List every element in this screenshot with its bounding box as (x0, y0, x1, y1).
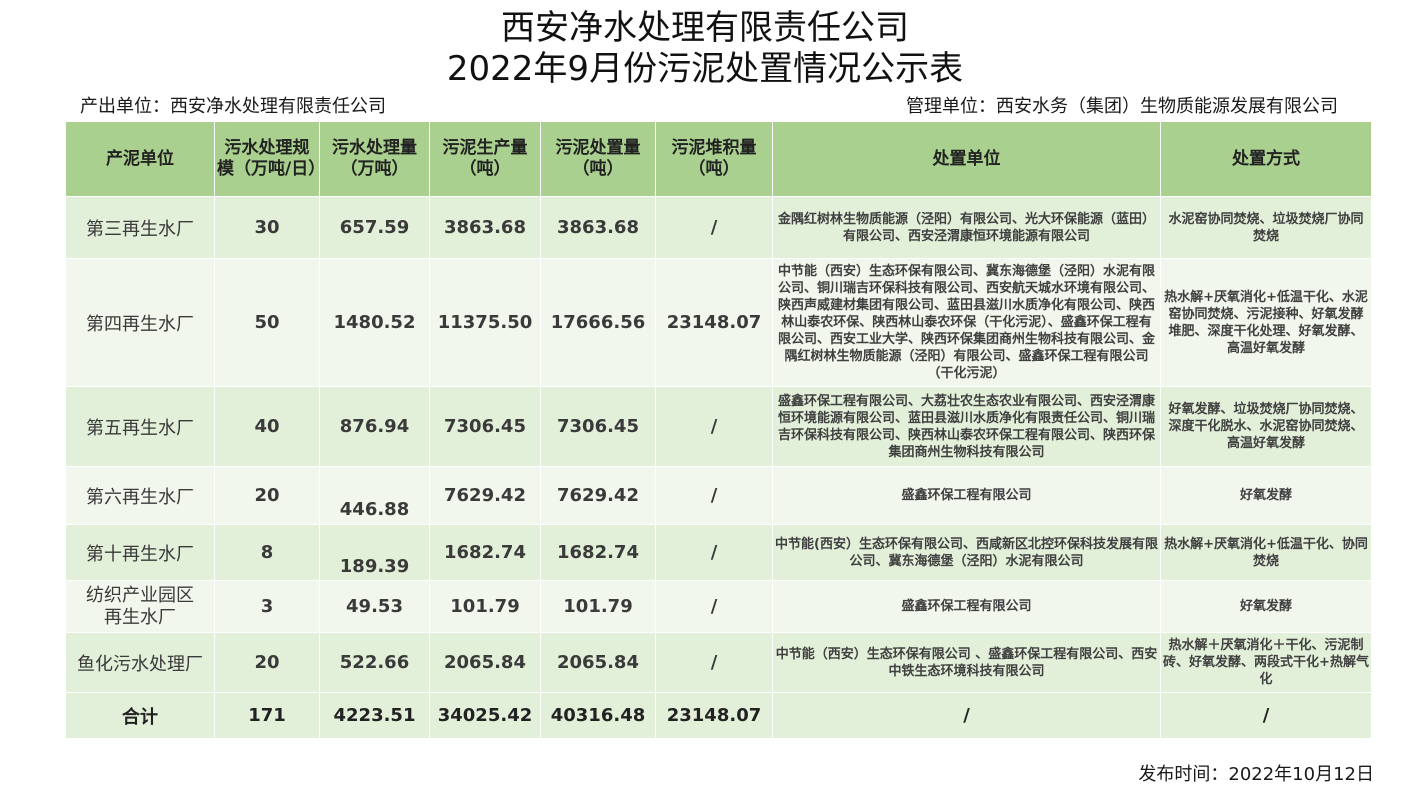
sewage-value: 446.88 (339, 499, 410, 520)
produced-value: 3863.68 (429, 196, 541, 259)
page-subtitle: 2022年9月份污泥处置情况公示表 (446, 49, 964, 89)
total-units: / (772, 692, 1161, 739)
sewage-value: 189.39 (339, 556, 410, 577)
disposal-units: 中节能(西安）生态环保有限公司、西咸新区北控环保科技发展有限公司、冀东海德堡（泾… (772, 524, 1161, 581)
produced-value: 101.79 (429, 580, 541, 633)
produced-value: 7629.42 (429, 466, 541, 525)
accumulated-value: / (655, 386, 773, 467)
total-disposed: 40316.48 (540, 692, 656, 739)
scale-value: 8 (214, 524, 320, 581)
page-title: 西安净水处理有限责任公司 (501, 8, 909, 48)
disposal-units: 中节能（西安）生态环保有限公司 、盛鑫环保工程有限公司、西安中铁生态环境科技有限… (772, 632, 1161, 693)
accumulated-value: 23148.07 (655, 258, 773, 387)
plant-name: 第五再生水厂 (65, 386, 215, 467)
total-row: 合计 171 4223.51 34025.42 40316.48 23148.0… (65, 692, 1372, 739)
disposal-methods: 好氧发酵 (1160, 580, 1372, 633)
scale-value: 20 (214, 632, 320, 693)
disposal-methods: 好氧发酵、垃圾焚烧厂协同焚烧、深度干化脱水、水泥窑协同焚烧、高温好氧发酵 (1160, 386, 1372, 467)
header-disposed: 污泥处置量（吨） (540, 121, 656, 197)
table-row: 第五再生水厂 40 876.94 7306.45 7306.45 / 盛鑫环保工… (65, 386, 1372, 467)
produced-value: 11375.50 (429, 258, 541, 387)
producer-unit: 产出单位：西安净水处理有限责任公司 (80, 96, 386, 117)
total-methods: / (1160, 692, 1372, 739)
sewage-value: 49.53 (319, 580, 430, 633)
scale-value: 20 (214, 466, 320, 525)
disposed-value: 17666.56 (540, 258, 656, 387)
table-row: 纺织产业园区 再生水厂 3 49.53 101.79 101.79 / 盛鑫环保… (65, 580, 1372, 633)
header-scale: 污水处理规模（万吨/日） (214, 121, 320, 197)
disposal-methods: 好氧发酵 (1160, 466, 1372, 525)
manager-unit: 管理单位：西安水务（集团）生物质能源发展有限公司 (906, 96, 1338, 117)
sewage-value: 1480.52 (319, 258, 430, 387)
sewage-value: 522.66 (319, 632, 430, 693)
disposed-value: 7306.45 (540, 386, 656, 467)
plant-name: 第四再生水厂 (65, 258, 215, 387)
table-row: 鱼化污水处理厂 20 522.66 2065.84 2065.84 / 中节能（… (65, 632, 1372, 693)
produced-value: 2065.84 (429, 632, 541, 693)
accumulated-value: / (655, 580, 773, 633)
header-sewage: 污水处理量（万吨） (319, 121, 430, 197)
scale-value: 30 (214, 196, 320, 259)
total-scale: 171 (214, 692, 320, 739)
sludge-disposal-table: 产泥单位 污水处理规模（万吨/日） 污水处理量（万吨） 污泥生产量（吨） 污泥处… (65, 121, 1372, 739)
produced-value: 1682.74 (429, 524, 541, 581)
disposed-value: 101.79 (540, 580, 656, 633)
table-row: 第十再生水厂 8 189.39 1682.74 1682.74 / 中节能(西安… (65, 524, 1372, 581)
table-row: 第六再生水厂 20 446.88 7629.42 7629.42 / 盛鑫环保工… (65, 466, 1372, 525)
publish-date: 发布时间：2022年10月12日 (1138, 764, 1374, 785)
disposal-units: 盛鑫环保工程有限公司 (772, 466, 1161, 525)
disposal-methods: 热水解+厌氧消化+低温干化、水泥窑协同焚烧、污泥接种、好氧发酵堆肥、深度干化处理… (1160, 258, 1372, 387)
produced-value: 7306.45 (429, 386, 541, 467)
total-sewage: 4223.51 (319, 692, 430, 739)
disposed-value: 2065.84 (540, 632, 656, 693)
accumulated-value: / (655, 524, 773, 581)
table-row: 第四再生水厂 50 1480.52 11375.50 17666.56 2314… (65, 258, 1372, 387)
disposal-units: 中节能（西安）生态环保有限公司、冀东海德堡（泾阳）水泥有限公司、铜川瑞吉环保科技… (772, 258, 1161, 387)
total-accumulated: 23148.07 (655, 692, 773, 739)
accumulated-value: / (655, 196, 773, 259)
plant-name: 鱼化污水处理厂 (65, 632, 215, 693)
table-row: 第三再生水厂 30 657.59 3863.68 3863.68 / 金隅红树林… (65, 196, 1372, 259)
disposed-value: 3863.68 (540, 196, 656, 259)
disposal-units: 盛鑫环保工程有限公司 (772, 580, 1161, 633)
scale-value: 3 (214, 580, 320, 633)
disposal-units: 盛鑫环保工程有限公司、大荔壮农生态农业有限公司、西安泾渭康恒环境能源有限公司、蓝… (772, 386, 1161, 467)
plant-name: 第三再生水厂 (65, 196, 215, 259)
sewage-value: 657.59 (319, 196, 430, 259)
sewage-value: 876.94 (319, 386, 430, 467)
accumulated-value: / (655, 632, 773, 693)
plant-name: 第六再生水厂 (65, 466, 215, 525)
plant-name-line1: 纺织产业园区 (86, 584, 194, 606)
header-units: 处置单位 (772, 121, 1161, 197)
disposal-methods: 热水解+厌氧消化+低温干化、协同焚烧 (1160, 524, 1372, 581)
total-produced: 34025.42 (429, 692, 541, 739)
disposal-methods: 水泥窑协同焚烧、垃圾焚烧厂协同焚烧 (1160, 196, 1372, 259)
disposed-value: 7629.42 (540, 466, 656, 525)
header-methods: 处置方式 (1160, 121, 1372, 197)
disposed-value: 1682.74 (540, 524, 656, 581)
scale-value: 50 (214, 258, 320, 387)
table-header-row: 产泥单位 污水处理规模（万吨/日） 污水处理量（万吨） 污泥生产量（吨） 污泥处… (65, 121, 1372, 197)
total-label: 合计 (65, 692, 215, 739)
scale-value: 40 (214, 386, 320, 467)
disposal-units: 金隅红树林生物质能源（泾阳）有限公司、光大环保能源（蓝田）有限公司、西安泾渭康恒… (772, 196, 1161, 259)
header-plant: 产泥单位 (65, 121, 215, 197)
accumulated-value: / (655, 466, 773, 525)
header-produced: 污泥生产量（吨） (429, 121, 541, 197)
plant-name-line2: 再生水厂 (104, 606, 176, 628)
plant-name: 纺织产业园区 再生水厂 (65, 580, 215, 633)
plant-name: 第十再生水厂 (65, 524, 215, 581)
header-accumulated: 污泥堆积量（吨） (655, 121, 773, 197)
disposal-methods: 热水解＋厌氧消化＋干化、污泥制砖、好氧发酵、两段式干化+热解气化 (1160, 632, 1372, 693)
